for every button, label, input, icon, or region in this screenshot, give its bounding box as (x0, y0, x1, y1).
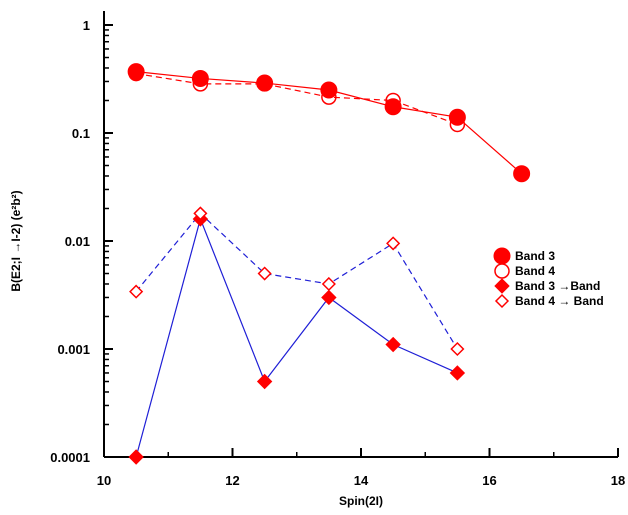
series-line-2 (135, 217, 458, 458)
x-tick-label: 18 (611, 473, 625, 488)
y-tick-label: 0.01 (65, 234, 90, 249)
legend-item-0: Band 3 (493, 247, 555, 265)
legend-marker (494, 263, 510, 279)
series-line-1 (136, 72, 458, 126)
data-point-series-2 (321, 289, 337, 306)
data-point-series-2 (128, 449, 144, 465)
y-axis-title: B(E2;I →I-2) (e²b²) (9, 190, 23, 291)
legend-item-2: Band 3 →Band (494, 278, 600, 294)
legend-item-1: Band 4 (494, 263, 555, 279)
data-point-series-3 (193, 206, 208, 221)
data-point-series-3 (450, 341, 465, 357)
series-line-3 (135, 212, 458, 350)
y-tick-label: 0.1 (72, 126, 90, 141)
series-lines (135, 71, 523, 458)
x-tick-label: 12 (225, 473, 239, 488)
data-point-series-1 (256, 76, 273, 92)
x-tick-label: 16 (482, 473, 496, 488)
legend-marker (494, 278, 510, 294)
data-point-series-2 (449, 365, 466, 381)
data-point-series-3 (257, 266, 272, 281)
y-tick-label: 0.0001 (50, 450, 90, 465)
data-point-series-1 (385, 92, 401, 109)
legend-label: Band 4 (515, 264, 555, 278)
legend-marker (494, 293, 510, 309)
data-point-series-3 (129, 284, 144, 299)
data-point-series-2 (256, 373, 273, 390)
legend-marker (493, 247, 511, 265)
data-point-series-3 (386, 236, 401, 251)
data-point-series-0 (191, 69, 209, 87)
legend-label: Band 4 → Band (515, 294, 604, 308)
x-axis-title: Spin(2I) (339, 494, 383, 508)
axes: 0.0001 0.001 0.01 0.1 1 10 12 14 16 18 (50, 11, 625, 488)
legend-item-3: Band 4 → Band (494, 293, 604, 309)
data-point-series-0 (513, 165, 531, 183)
y-tick-label: 1 (83, 18, 90, 33)
data-point-series-1 (321, 89, 337, 105)
x-tick-label: 14 (354, 473, 369, 488)
data-point-series-3 (321, 276, 336, 292)
data-point-series-1 (192, 76, 209, 92)
x-tick-label: 10 (97, 473, 111, 488)
series-markers (127, 63, 531, 465)
data-point-series-2 (385, 336, 401, 353)
data-point-series-1 (128, 65, 144, 82)
y-tick-label: 0.001 (57, 342, 90, 357)
data-point-series-1 (449, 116, 466, 133)
legend-label: Band 3 →Band (515, 279, 600, 293)
legend-label: Band 3 (515, 249, 555, 263)
